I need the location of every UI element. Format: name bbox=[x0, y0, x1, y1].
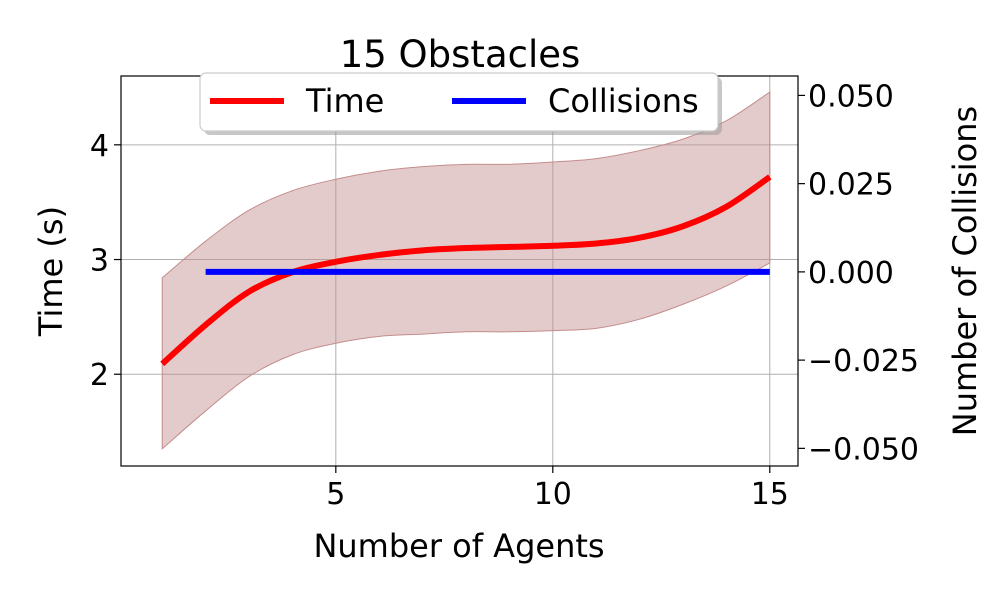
y2-tick-label: 0.050 bbox=[808, 79, 894, 114]
y2-tick-label: 0.000 bbox=[808, 256, 894, 291]
x-tick-label: 10 bbox=[534, 477, 572, 512]
y-tick-label: 2 bbox=[90, 358, 109, 393]
legend-label-time: Time bbox=[305, 82, 384, 120]
x-axis-ticks: 5 10 15 bbox=[326, 466, 789, 512]
y-axis-left-ticks: 2 3 4 bbox=[90, 129, 121, 393]
x-tick-label: 5 bbox=[326, 477, 345, 512]
y-axis-right-ticks: 0.050 0.025 0.000 −0.025 −0.050 bbox=[798, 79, 919, 467]
legend: Time Collisions bbox=[199, 72, 722, 135]
series-layer bbox=[160, 174, 772, 367]
y2-tick-label: −0.050 bbox=[808, 432, 919, 467]
y2-tick-label: −0.025 bbox=[808, 344, 919, 379]
y-tick-label: 4 bbox=[90, 129, 109, 164]
chart-title: 15 Obstacles bbox=[340, 33, 581, 76]
legend-label-collisions: Collisions bbox=[548, 82, 699, 120]
series-line-time bbox=[160, 174, 772, 367]
y-axis-label: Time (s) bbox=[32, 206, 70, 337]
y-tick-label: 3 bbox=[90, 244, 109, 279]
y2-tick-label: 0.025 bbox=[808, 168, 894, 203]
y2-axis-label: Number of Collisions bbox=[946, 106, 984, 436]
x-axis-label: Number of Agents bbox=[313, 527, 604, 565]
x-tick-label: 15 bbox=[751, 477, 789, 512]
